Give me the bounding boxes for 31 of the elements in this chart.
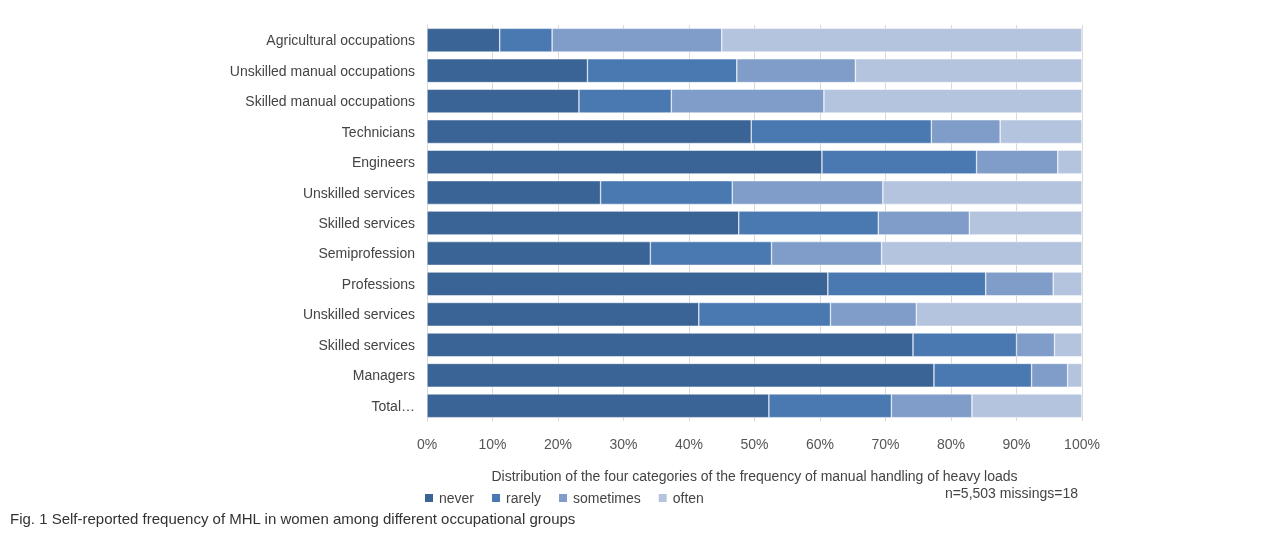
x-tick-label: 60% [805,436,835,452]
y-tick-label: Skilled manual occupations [245,93,415,110]
legend-label: sometimes [573,490,641,506]
caption: Fig. 1 Self-reported frequency of MHL in women among different occupational groups [10,510,576,527]
x-tick-label: 30% [609,436,638,452]
x-tick-label: 100% [1064,436,1100,452]
legend-label: rarely [506,490,542,506]
x-tick-label: 20% [543,436,573,452]
x-axis-title: Distribution of the four categories of the frequency of manual handling of heavy loads [491,468,1018,484]
x-tick-label: 70% [871,436,900,452]
legend-label: often [672,490,704,506]
y-tick-label: Total… [371,397,415,414]
x-tick-label: 0% [416,436,438,452]
y-tick-label: Technicians [341,123,415,140]
x-tick-label: 90% [1002,436,1031,452]
x-tick-label: 40% [674,436,704,452]
x-tick-label: 80% [936,436,966,452]
text: n=5,503 missings=18 [944,485,1079,501]
y-tick-label: Skilled services [318,336,415,353]
x-tick-label: 10% [478,436,507,452]
x-tick-label: 50% [740,436,769,452]
y-tick-label: Unskilled manual occupations [229,62,415,79]
y-tick-label: Unskilled services [302,306,415,323]
y-tick-label: Professions [341,275,415,292]
y-tick-label: Engineers [351,154,415,171]
y-tick-label: Unskilled services [302,184,415,201]
y-tick-label: Managers [352,367,415,384]
y-tick-label: Agricultural occupations [266,32,415,49]
legend-label: never [439,490,475,506]
y-tick-label: Skilled services [318,215,415,231]
y-tick-label: Semiprofession [318,245,415,262]
